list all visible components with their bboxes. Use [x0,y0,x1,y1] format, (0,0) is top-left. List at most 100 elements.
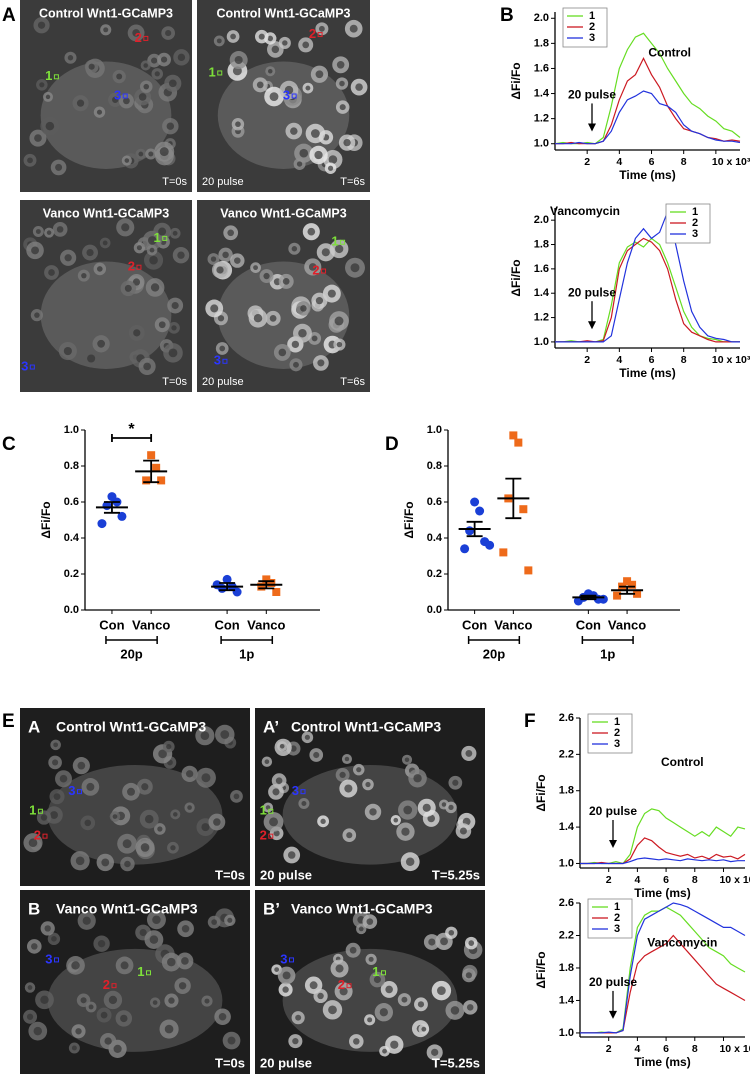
nucleus [48,269,55,276]
roi-box [37,808,43,814]
micrograph [197,0,370,192]
nucleus [26,1013,34,1020]
y-tick-label: 0.0 [427,604,442,616]
x-tick-label: 6 [663,1043,669,1055]
nucleus [230,33,236,40]
nucleus [37,21,46,29]
nucleus [27,985,33,990]
x-tick-label: 4 [634,1043,640,1055]
y-tick-label: 2.6 [559,897,574,909]
image-title: Control Wnt1-GCaMP3 [39,6,173,20]
nucleus [317,359,325,367]
nucleus [171,325,177,331]
nucleus [158,227,167,236]
nucleus [27,157,33,164]
nucleus [253,313,263,323]
legend-label: 1 [614,716,620,728]
series-line [580,857,745,865]
nucleus [349,946,357,954]
nucleus [127,787,135,796]
nucleus [40,995,49,1005]
nucleus [274,967,280,973]
ganglion [40,61,172,169]
nucleus [356,767,362,773]
x-axis-label: Time (ms) [634,1055,690,1069]
roi-box [77,789,82,795]
nucleus [152,1000,158,1005]
nucleus [39,82,45,88]
nucleus [327,289,336,298]
nucleus [158,749,167,759]
image-title: Control Wnt1-GCaMP3 [216,6,350,20]
nucleus [166,122,175,130]
nucleus [282,986,289,993]
panel-letter: D [385,434,399,455]
roi-box [340,239,346,245]
data-point [475,506,485,516]
nucleus [211,919,217,925]
data-point [519,505,528,514]
nucleus [344,784,353,793]
image-time: T=5.25s [432,867,480,882]
roi-box [268,833,274,839]
y-axis-label: ΔFi/Fo [534,774,548,811]
data-point [272,588,281,596]
nucleus [97,939,106,948]
micrograph [20,0,192,192]
data-point [117,511,127,521]
x-axis-label: Time (ms) [634,886,690,900]
data-point [509,431,518,440]
series-line [555,237,740,343]
y-tick-label: 0.8 [427,460,442,472]
nucleus [390,1040,399,1049]
y-tick-label: 1.8 [534,238,549,250]
nucleus [466,1004,474,1011]
category-label: Vanco [494,617,532,632]
nucleus [108,995,118,1005]
x-tick-label: 8 [692,874,698,886]
panel-letter: A [2,5,16,26]
y-axis-label: ΔFi/Fo [509,259,523,296]
nucleus [178,982,187,990]
roi-box [289,957,294,963]
nucleus [122,839,132,849]
data-point [598,594,608,604]
data-point [262,575,271,584]
roi-label: 3 [114,87,121,102]
nucleus [132,278,141,286]
y-tick-label: 1.0 [559,857,574,869]
nucleus [31,943,38,950]
nucleus [440,937,448,946]
nucleus [157,826,163,832]
y-tick-label: 1.2 [534,311,549,323]
roi-box [146,970,151,976]
roi-label: 1 [29,803,36,818]
chart-title: Control [661,755,704,769]
nucleus [441,802,447,807]
nucleus [344,756,350,762]
nucleus [121,223,130,232]
data-point [623,577,632,586]
nucleus [404,757,410,762]
category-label: Vanco [132,617,170,632]
error-bar [505,477,522,520]
roi-box [53,74,59,80]
x-tick-label: 8 [692,1043,698,1055]
nucleus [136,245,142,251]
roi-label: 1 [331,234,338,249]
nucleus [149,935,159,944]
nucleus [160,56,168,63]
nucleus [314,150,323,160]
x-tick-label: 10 x 10³ [719,874,750,886]
nucleus [56,226,64,233]
nucleus [210,304,219,313]
nucleus [143,83,150,90]
nucleus [138,93,147,101]
series-line [554,32,741,145]
nucleus [403,805,413,815]
nucleus [353,1038,360,1045]
x-tick-label: 2 [584,354,590,366]
series-line [580,934,746,1034]
roi-label: 3 [214,353,221,368]
nucleus [335,244,344,254]
